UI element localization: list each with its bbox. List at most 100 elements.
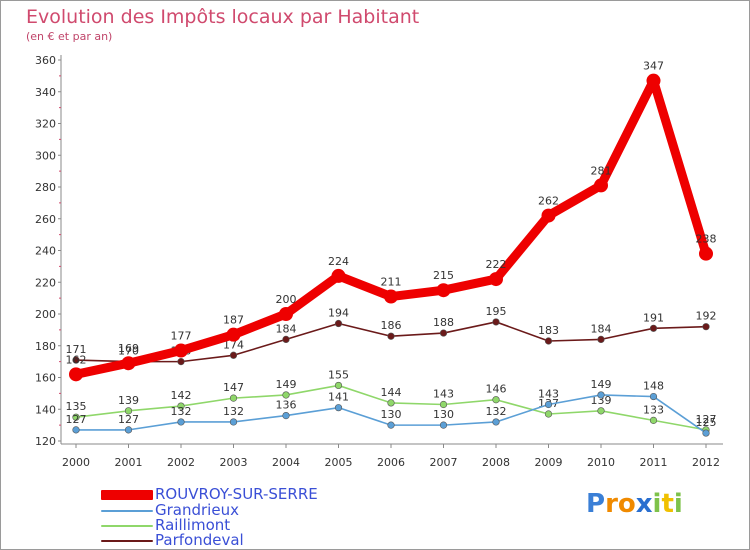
data-point-rouvroy-sur-serre: [594, 178, 608, 193]
data-label-grandrieux: 125: [696, 416, 717, 429]
data-label-raillimont: 127: [696, 413, 717, 426]
data-label-parfondeval: 191: [643, 311, 664, 324]
data-point-rouvroy-sur-serre: [541, 208, 556, 223]
x-tick-label: 2000: [62, 456, 90, 469]
x-tick-label: 2004: [272, 456, 300, 469]
data-label-rouvroy-sur-serre: 215: [433, 269, 454, 282]
data-label-rouvroy-sur-serre: 238: [696, 233, 717, 246]
data-point-grandrieux: [124, 426, 133, 434]
legend-swatch-grandrieux: [101, 510, 153, 512]
logo-letter: i: [673, 489, 683, 519]
data-point-raillimont: [544, 410, 553, 418]
data-point-raillimont: [492, 396, 500, 404]
data-point-grandrieux: [282, 412, 290, 420]
legend-swatch-rouvroy: [101, 490, 153, 500]
data-label-grandrieux: 132: [486, 405, 507, 418]
data-point-raillimont: [124, 407, 133, 415]
data-point-grandrieux: [72, 426, 80, 434]
data-label-rouvroy-sur-serre: 169: [118, 342, 139, 355]
data-label-parfondeval: 192: [696, 310, 717, 323]
data-label-grandrieux: 127: [118, 413, 139, 426]
data-point-rouvroy-sur-serre: [226, 327, 241, 342]
data-point-raillimont: [334, 381, 343, 390]
data-point-raillimont: [597, 407, 605, 415]
data-label-rouvroy-sur-serre: 187: [223, 314, 244, 327]
x-tick-label: 2009: [535, 456, 563, 469]
data-label-parfondeval: 171: [66, 343, 87, 356]
data-point-grandrieux: [177, 418, 185, 426]
logo-letter: o: [617, 489, 636, 519]
data-label-rouvroy-sur-serre: 224: [328, 255, 349, 268]
data-label-raillimont: 147: [223, 381, 244, 394]
chart-title: Evolution des Impôts locaux par Habitant: [26, 6, 420, 28]
data-label-raillimont: 149: [276, 378, 297, 391]
data-label-rouvroy-sur-serre: 162: [66, 353, 87, 366]
y-tick-label: 320: [35, 118, 56, 131]
data-label-parfondeval: 195: [486, 305, 507, 318]
x-tick-label: 2002: [167, 456, 195, 469]
y-tick-label: 180: [35, 340, 56, 353]
x-tick-label: 2005: [325, 456, 353, 469]
data-label-grandrieux: 141: [328, 391, 349, 404]
data-point-parfondeval: [702, 323, 710, 331]
x-tick-label: 2006: [377, 456, 405, 469]
data-point-grandrieux: [597, 391, 605, 399]
data-point-parfondeval: [229, 351, 238, 359]
y-tick-label: 280: [35, 181, 56, 194]
data-label-raillimont: 142: [171, 389, 192, 402]
data-label-grandrieux: 136: [276, 399, 297, 412]
data-point-parfondeval: [544, 337, 553, 345]
data-point-parfondeval: [72, 356, 80, 364]
data-point-rouvroy-sur-serre: [174, 343, 188, 358]
logo-letter: P: [586, 489, 606, 519]
y-tick-label: 220: [35, 276, 56, 289]
y-tick-label: 200: [35, 308, 56, 321]
data-point-parfondeval: [334, 319, 343, 328]
data-label-grandrieux: 130: [381, 408, 402, 421]
x-tick-label: 2010: [587, 456, 615, 469]
y-tick-label: 140: [35, 403, 56, 416]
y-tick-label: 300: [35, 149, 56, 162]
data-point-grandrieux: [387, 421, 395, 429]
data-label-raillimont: 133: [643, 403, 664, 416]
legend-item-grandrieux: Grandrieux: [101, 501, 421, 520]
legend-label-grandrieux: Grandrieux: [155, 501, 239, 519]
data-point-raillimont: [649, 416, 658, 424]
data-label-parfondeval: 186: [381, 319, 402, 332]
legend-item-parfondeval: Parfondeval: [101, 531, 421, 550]
data-point-raillimont: [439, 400, 448, 409]
data-point-parfondeval: [282, 335, 290, 344]
y-tick-label: 260: [35, 213, 56, 226]
data-point-grandrieux: [544, 400, 553, 409]
data-label-rouvroy-sur-serre: 177: [171, 330, 192, 343]
data-label-raillimont: 135: [66, 400, 87, 413]
legend-item-raillimont: Raillimont: [101, 516, 421, 535]
data-label-grandrieux: 127: [66, 413, 87, 426]
data-label-rouvroy-sur-serre: 211: [381, 276, 402, 289]
data-label-grandrieux: 148: [643, 380, 664, 393]
data-point-parfondeval: [177, 358, 185, 366]
data-point-raillimont: [177, 402, 185, 410]
data-point-rouvroy-sur-serre: [489, 272, 503, 287]
data-point-parfondeval: [597, 335, 605, 344]
data-point-raillimont: [72, 413, 80, 421]
y-tick-label: 340: [35, 86, 56, 99]
y-tick-label: 240: [35, 245, 56, 258]
data-point-raillimont: [229, 394, 238, 402]
data-point-rouvroy-sur-serre: [121, 356, 136, 371]
chart-subtitle: (en € et par an): [26, 30, 113, 43]
data-point-parfondeval: [492, 318, 500, 326]
data-label-rouvroy-sur-serre: 347: [643, 60, 664, 73]
logo-letter: i: [652, 489, 662, 519]
logo-letter: r: [605, 489, 618, 519]
data-point-parfondeval: [439, 329, 448, 337]
data-label-raillimont: 139: [118, 394, 139, 407]
data-point-grandrieux: [492, 418, 500, 426]
legend-swatch-parfondeval: [101, 540, 153, 542]
data-point-rouvroy-sur-serre: [279, 307, 293, 321]
data-label-grandrieux: 149: [591, 378, 612, 391]
data-label-raillimont: 155: [328, 368, 349, 381]
data-point-rouvroy-sur-serre: [69, 367, 83, 382]
data-point-rouvroy-sur-serre: [331, 268, 346, 283]
data-label-raillimont: 144: [381, 386, 402, 399]
